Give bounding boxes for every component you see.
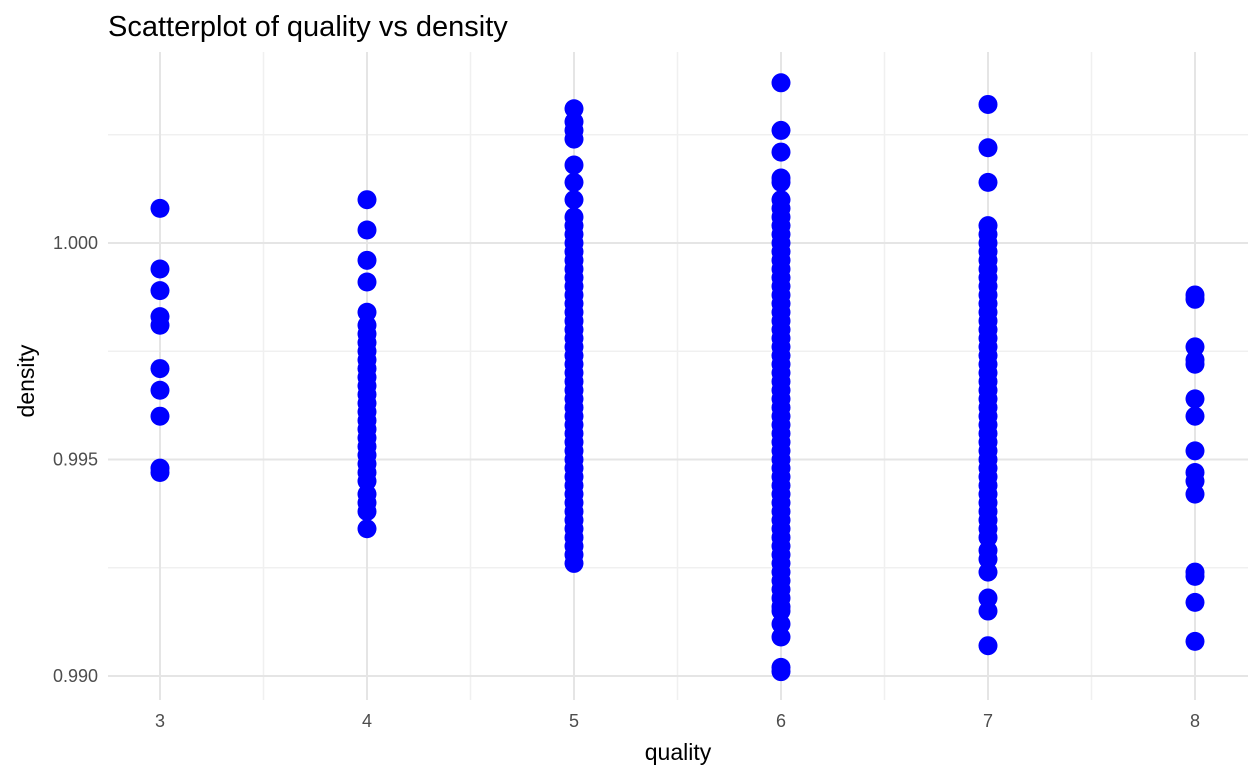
y-tick-label: 1.000	[53, 233, 98, 253]
data-point	[1185, 354, 1205, 374]
y-tick-label: 0.990	[53, 666, 98, 686]
data-point	[150, 359, 170, 379]
y-axis-title: density	[13, 344, 39, 417]
y-tick-label: 0.995	[53, 450, 98, 470]
data-point	[978, 562, 998, 582]
data-point	[357, 501, 377, 521]
data-point	[1185, 566, 1205, 586]
data-point	[1185, 471, 1205, 491]
data-point	[978, 172, 998, 192]
data-point	[978, 636, 998, 656]
data-point	[357, 250, 377, 270]
x-tick-labels: 3 4 5 6 7 8	[155, 711, 1200, 731]
data-point	[150, 406, 170, 426]
chart-title: Scatterplot of quality vs density	[108, 11, 508, 43]
data-point	[771, 627, 791, 647]
x-tick-label: 3	[155, 711, 165, 731]
data-point	[978, 588, 998, 608]
data-point	[564, 553, 584, 573]
x-axis-title: quality	[645, 739, 712, 765]
data-point	[1185, 406, 1205, 426]
data-point	[771, 172, 791, 192]
data-point	[978, 94, 998, 114]
data-point	[357, 471, 377, 491]
data-point	[150, 281, 170, 301]
data-point	[1185, 289, 1205, 309]
data-point	[771, 662, 791, 682]
data-point	[564, 99, 584, 119]
data-point	[1185, 484, 1205, 504]
data-point	[564, 155, 584, 175]
data-point	[150, 198, 170, 218]
data-point	[564, 190, 584, 210]
data-point	[357, 272, 377, 292]
x-tick-label: 5	[569, 711, 579, 731]
data-point	[564, 129, 584, 149]
data-point	[357, 220, 377, 240]
data-point	[357, 190, 377, 210]
data-point	[771, 73, 791, 93]
x-tick-label: 6	[776, 711, 786, 731]
data-point	[771, 120, 791, 140]
data-points	[150, 73, 1205, 682]
x-tick-label: 4	[362, 711, 372, 731]
data-point	[1185, 389, 1205, 409]
data-point	[1185, 337, 1205, 357]
data-point	[150, 462, 170, 482]
data-point	[978, 601, 998, 621]
y-tick-labels: 0.990 0.995 1.000	[53, 233, 98, 686]
data-point	[978, 138, 998, 158]
data-point	[150, 315, 170, 335]
data-point	[771, 601, 791, 621]
data-point	[150, 380, 170, 400]
data-point	[564, 172, 584, 192]
x-tick-label: 8	[1190, 711, 1200, 731]
data-point	[771, 614, 791, 634]
data-point	[1185, 592, 1205, 612]
x-tick-label: 7	[983, 711, 993, 731]
data-point	[150, 259, 170, 279]
data-point	[357, 302, 377, 322]
data-point	[978, 549, 998, 569]
data-point	[771, 142, 791, 162]
data-point	[1185, 631, 1205, 651]
data-point	[357, 519, 377, 539]
data-point	[978, 527, 998, 547]
data-point	[1185, 441, 1205, 461]
